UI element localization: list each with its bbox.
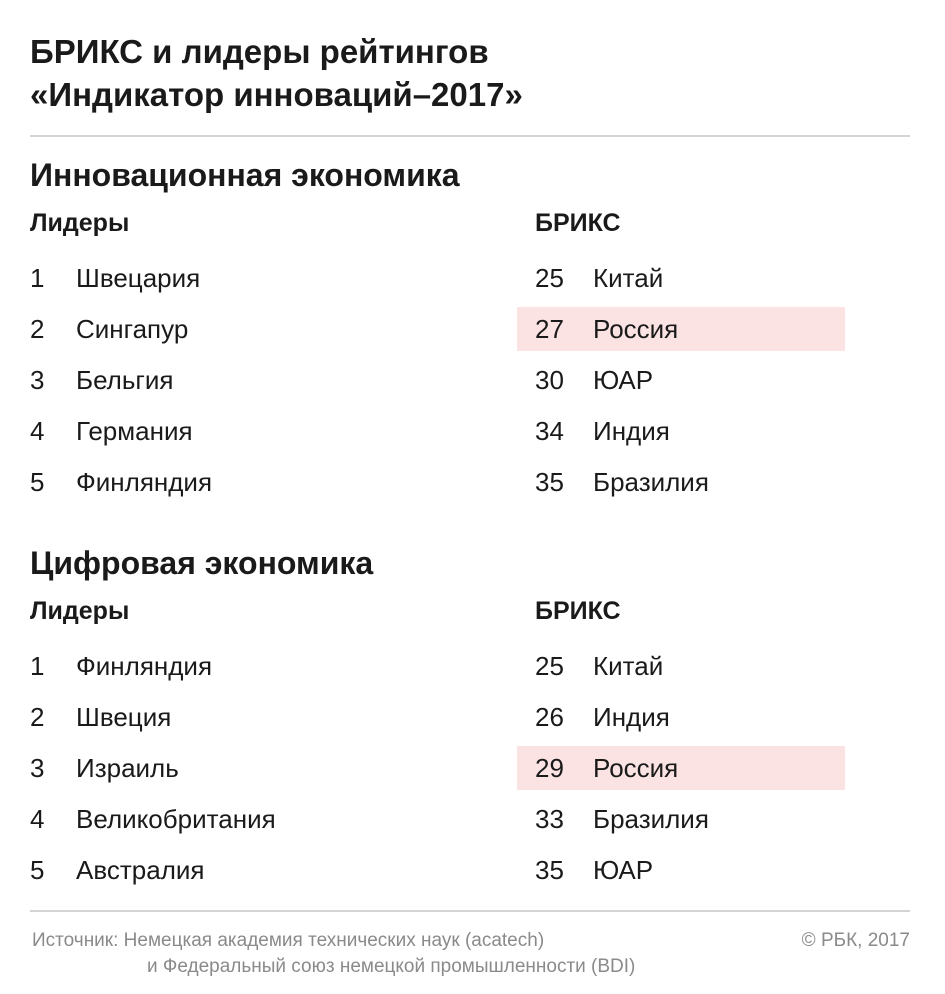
list-item: 35 ЮАР [517,848,845,892]
leaders-heading: Лидеры [30,597,130,625]
brics-list: 25 Китай 26 Индия 29 Россия 33 Бразилия 35 ЮА… [517,644,845,899]
country: Россия [593,314,679,344]
rank: 1 [30,263,45,293]
list-item: 25 Китай [517,256,845,300]
rank: 2 [30,314,45,344]
section-title: Цифровая экономика [30,545,374,581]
rank: 4 [30,804,45,834]
country: Россия [593,753,679,783]
rank: 34 [535,416,564,446]
rank: 4 [30,416,45,446]
list-item-highlighted: 27 Россия [517,307,845,351]
country: Китай [593,651,664,681]
rank: 27 [535,314,564,344]
brics-list: 25 Китай 27 Россия 30 ЮАР 34 Индия 35 Бразили… [517,256,845,511]
title-line-2: «Индикатор инноваций–2017» [30,76,523,113]
rank: 30 [535,365,564,395]
rank: 26 [535,702,564,732]
country: Сингапур [76,314,189,344]
country: Бельгия [76,365,174,395]
rank: 35 [535,467,564,497]
country: Финляндия [76,467,213,497]
leaders-heading: Лидеры [30,209,130,237]
country: Германия [76,416,193,446]
rank: 25 [535,651,564,681]
country: Бразилия [593,804,709,834]
list-item: 25 Китай [517,644,845,688]
country: Швеция [76,702,172,732]
rank: 3 [30,753,45,783]
country: Бразилия [593,467,709,497]
country: Индия [593,416,670,446]
infographic-title: БРИКС и лидеры рейтингов «Индикатор инно… [30,30,523,116]
copyright: © РБК, 2017 [801,930,910,951]
rank: 35 [535,855,564,885]
rank: 29 [535,753,564,783]
section-title: Инновационная экономика [30,157,460,193]
list-item: 35 Бразилия [517,460,845,504]
country: Великобритания [76,804,276,834]
rank: 33 [535,804,564,834]
country: Израиль [76,753,179,783]
rank: 5 [30,855,45,885]
country: Китай [593,263,664,293]
country: Швецария [76,263,201,293]
rank: 25 [535,263,564,293]
rank: 5 [30,467,45,497]
country: Австралия [76,855,205,885]
country: ЮАР [593,855,654,885]
list-item: 33 Бразилия [517,797,845,841]
list-item: 34 Индия [517,409,845,453]
brics-heading: БРИКС [535,597,621,625]
list-item: 26 Индия [517,695,845,739]
rank: 1 [30,651,45,681]
rank: 3 [30,365,45,395]
top-divider [30,135,910,137]
country: Индия [593,702,670,732]
country: Финляндия [76,651,213,681]
list-item-highlighted: 29 Россия [517,746,845,790]
rank: 2 [30,702,45,732]
list-item: 30 ЮАР [517,358,845,402]
bottom-divider [30,910,910,912]
brics-heading: БРИКС [535,209,621,237]
source-line-2: и Федеральный союз немецкой промышленнос… [147,956,636,977]
title-line-1: БРИКС и лидеры рейтингов [30,33,489,70]
source-line-1: Источник: Немецкая академия технических … [32,930,545,951]
country: ЮАР [593,365,654,395]
